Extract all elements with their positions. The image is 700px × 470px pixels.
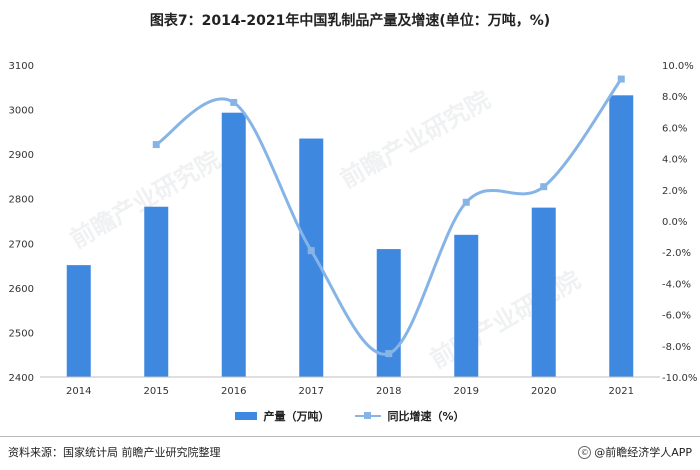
x-tick-label: 2018 [376,386,401,397]
bar [66,265,91,377]
y-left-tick-label: 2400 [9,373,34,384]
x-tick-label: 2015 [144,386,169,397]
y-right-tick-label: 0.0% [662,217,687,228]
bar [376,249,401,377]
y-left-tick-label: 2600 [9,284,34,295]
line-point [462,198,470,206]
line-series [152,75,625,358]
y-right-tick-label: -6.0% [662,311,691,322]
footer-divider [0,436,700,470]
x-tick-label: 2021 [609,386,634,397]
bar [531,207,556,377]
x-tick-label: 2020 [531,386,556,397]
y-left-tick-label: 2700 [9,239,34,250]
y-left-tick-label: 3000 [9,106,34,117]
source-note: 资料来源：国家统计局 前瞻产业研究院整理 [8,446,221,459]
bar [144,206,169,377]
x-tick-label: 2014 [66,386,91,397]
legend-bar-swatch [235,412,258,420]
line-point [152,141,160,149]
x-tick-label: 2016 [221,386,246,397]
x-axis: 2014 2015 2016 2017 2018 2019 2020 2021 [66,386,634,397]
y-right-tick-label: 6.0% [662,123,687,134]
bar [299,138,324,377]
legend: 产量（万吨） 同比增速（%） [0,408,700,424]
x-tick-label: 2017 [299,386,324,397]
y-right-tick-label: 8.0% [662,92,687,103]
credit: © @前瞻经济学人APP [578,444,692,460]
legend-bar-label: 产量（万吨） [263,410,330,423]
legend-line-label: 同比增速（%） [387,410,465,423]
y-right-tick-label: -8.0% [662,342,691,353]
line-point [540,183,548,191]
y-right-tick-label: -10.0% [662,373,697,384]
y-right-axis: -10.0% -8.0% -6.0% -4.0% -2.0% 0.0% 2.0% 4.0% 6.… [662,61,697,384]
line-point [385,350,393,358]
y-right-tick-label: 4.0% [662,155,687,166]
legend-line-swatch [355,411,382,421]
y-left-tick-label: 2900 [9,150,34,161]
line-point [617,75,625,83]
y-left-tick-label: 2500 [9,328,34,339]
credit-label: @前瞻经济学人APP [594,446,692,459]
y-left-axis: 2400 2500 2600 2700 2800 2900 3000 3100 [9,61,34,384]
line-point [230,98,238,106]
line-point [307,247,315,255]
copyright-icon: © [578,445,592,459]
bar [454,234,479,377]
chart-title: 图表7：2014-2021年中国乳制品产量及增速(单位：万吨，%) [149,13,551,29]
bar [609,95,634,378]
y-left-tick-label: 3100 [9,61,34,72]
legend-item-line: 同比增速（%） [355,408,465,424]
x-tick-label: 2019 [454,386,479,397]
y-right-tick-label: -4.0% [662,279,691,290]
y-left-tick-label: 2800 [9,195,34,206]
y-right-tick-label: 2.0% [662,186,687,197]
bar [221,112,246,377]
y-right-tick-label: -2.0% [662,248,691,259]
legend-item-bar: 产量（万吨） [235,408,329,424]
y-right-tick-label: 10.0% [662,61,694,72]
bar-series [66,95,634,378]
